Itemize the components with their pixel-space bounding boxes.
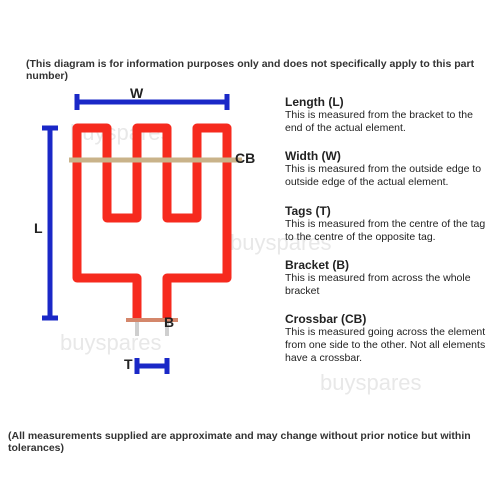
label-b: B (164, 314, 174, 330)
def-title: Bracket (B) (285, 258, 490, 272)
label-l: L (34, 220, 43, 236)
def-title: Tags (T) (285, 204, 490, 218)
disclaimer-bottom: (All measurements supplied are approxima… (8, 430, 488, 454)
def-length: Length (L) This is measured from the bra… (285, 95, 490, 135)
def-title: Crossbar (CB) (285, 312, 490, 326)
def-text: This is measured from across the whole b… (285, 272, 490, 298)
def-text: This is measured from the outside edge t… (285, 163, 490, 189)
def-text: This is measured from the bracket to the… (285, 109, 490, 135)
def-width: Width (W) This is measured from the outs… (285, 149, 490, 189)
definitions-column: Length (L) This is measured from the bra… (285, 95, 490, 379)
label-cb: CB (235, 150, 255, 166)
element-diagram (22, 78, 242, 378)
def-crossbar: Crossbar (CB) This is measured going acr… (285, 312, 490, 365)
def-title: Width (W) (285, 149, 490, 163)
def-bracket: Bracket (B) This is measured from across… (285, 258, 490, 298)
label-w: W (130, 85, 143, 101)
def-text: This is measured going across the elemen… (285, 326, 490, 365)
def-title: Length (L) (285, 95, 490, 109)
def-text: This is measured from the centre of the … (285, 218, 490, 244)
def-tags: Tags (T) This is measured from the centr… (285, 204, 490, 244)
label-t: T (124, 356, 133, 372)
